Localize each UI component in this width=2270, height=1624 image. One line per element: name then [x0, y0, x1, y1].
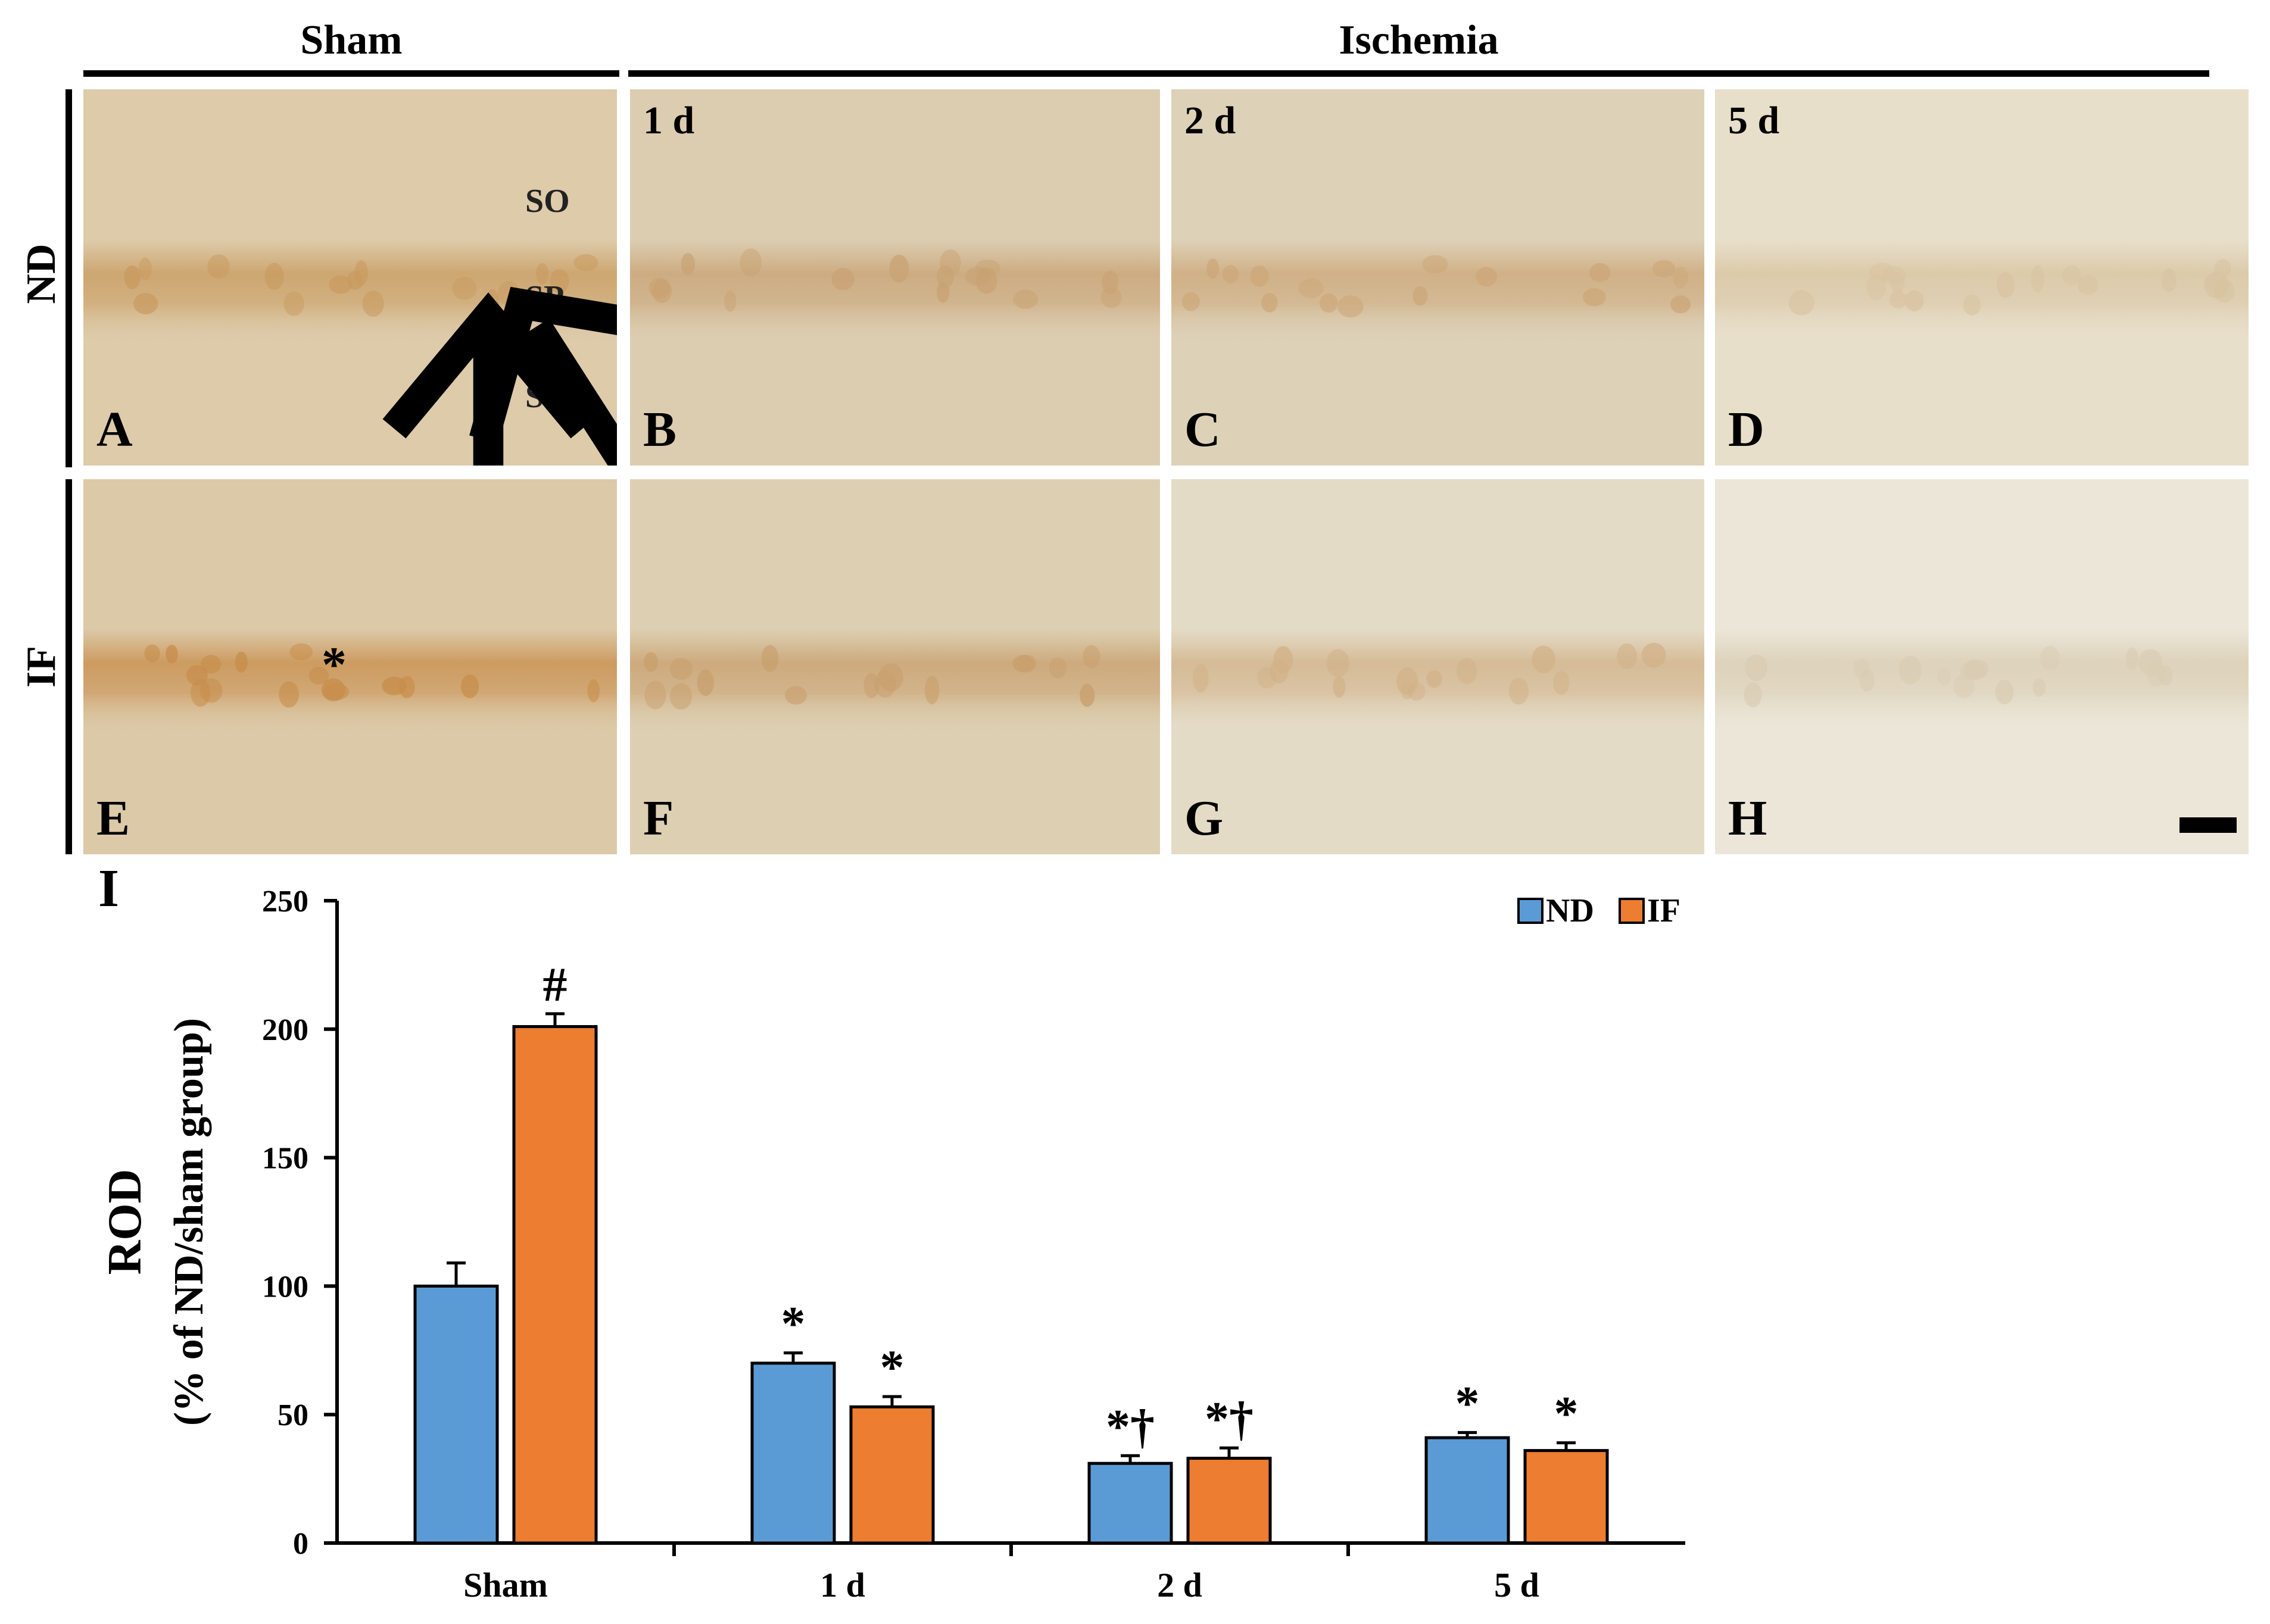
chart-panel-label: I: [98, 859, 120, 918]
y-tick-label: 150: [262, 1142, 308, 1176]
time-label-d: 5 d: [1728, 99, 1780, 142]
y-tick-label: 100: [262, 1270, 308, 1304]
x-tick-label: 1 d: [820, 1566, 865, 1604]
panel-label-b: B: [643, 402, 677, 457]
panel-label-e: E: [96, 791, 130, 846]
panel-label-c: C: [1184, 402, 1221, 457]
significance-mark: *: [880, 1340, 905, 1394]
micrograph-panel-f: F: [630, 479, 1160, 854]
y-axis-title: ROD: [99, 1169, 151, 1275]
significance-mark: *: [1554, 1386, 1579, 1441]
header-ischemia-rule: [628, 70, 2209, 77]
panel-label-h: H: [1728, 791, 1767, 846]
time-label-c: 2 d: [1184, 99, 1236, 142]
panel-label-d: D: [1728, 402, 1764, 457]
bar-if: [512, 1025, 598, 1545]
x-tick-label: 2 d: [1157, 1566, 1202, 1604]
arrow-icon: [469, 286, 617, 466]
layer-label-so: SO: [525, 183, 570, 220]
y-tick-label: 200: [262, 1013, 308, 1047]
y-tick-label: 250: [262, 885, 308, 919]
micrograph-panel-a: A SO SP SR: [83, 89, 617, 466]
significance-mark: #: [543, 957, 568, 1011]
asterisk-marker: *: [322, 637, 347, 692]
significance-mark: *†: [1106, 1399, 1155, 1453]
legend-label-if: IF: [1647, 892, 1680, 929]
bar-if: [1523, 1449, 1609, 1545]
micrograph-panel-e: E *: [83, 479, 617, 854]
row-label-if: IF: [18, 646, 64, 688]
header-ischemia: Ischemia: [1339, 17, 1499, 63]
bar-nd: [1424, 1436, 1510, 1545]
header-sham: Sham: [300, 17, 403, 63]
panel-label-f: F: [643, 791, 674, 846]
x-tick-label: 5 d: [1494, 1566, 1539, 1604]
bar-if: [849, 1405, 935, 1545]
row-rule-if: [66, 479, 72, 854]
scale-bar: [2179, 817, 2237, 833]
header-sham-rule: [83, 70, 619, 77]
panel-label-a: A: [96, 402, 133, 457]
micrograph-panel-d: D 5 d: [1715, 89, 2249, 466]
micrograph-panel-b: B 1 d: [630, 89, 1160, 466]
panel-label-g: G: [1184, 791, 1224, 846]
y-axis-subtitle: (% of ND/sham group): [166, 1018, 212, 1426]
bar-nd: [413, 1284, 499, 1545]
y-tick-label: 0: [293, 1527, 308, 1561]
micrograph-panel-h: H: [1715, 479, 2249, 854]
legend-swatch-nd: [1517, 898, 1544, 924]
micrograph-panel-g: G: [1171, 479, 1704, 854]
significance-mark: *: [781, 1297, 806, 1351]
legend-label-nd: ND: [1546, 892, 1594, 929]
x-tick-label: Sham: [463, 1566, 548, 1604]
micrograph-panel-c: C 2 d: [1171, 89, 1704, 466]
significance-mark: *†: [1205, 1391, 1254, 1445]
row-label-nd: ND: [18, 243, 64, 304]
significance-mark: *: [1455, 1376, 1480, 1430]
bar-chart: 0 50 100 150 200 250 ROD (% of ND/sham group) Sh…: [99, 885, 1685, 1604]
y-tick-label: 50: [277, 1398, 308, 1432]
legend-swatch-if: [1619, 898, 1645, 924]
bar-if: [1186, 1457, 1272, 1545]
bar-nd: [1087, 1461, 1173, 1545]
time-label-b: 1 d: [643, 99, 695, 142]
bar-nd: [750, 1361, 836, 1545]
row-rule-nd: [66, 89, 72, 467]
